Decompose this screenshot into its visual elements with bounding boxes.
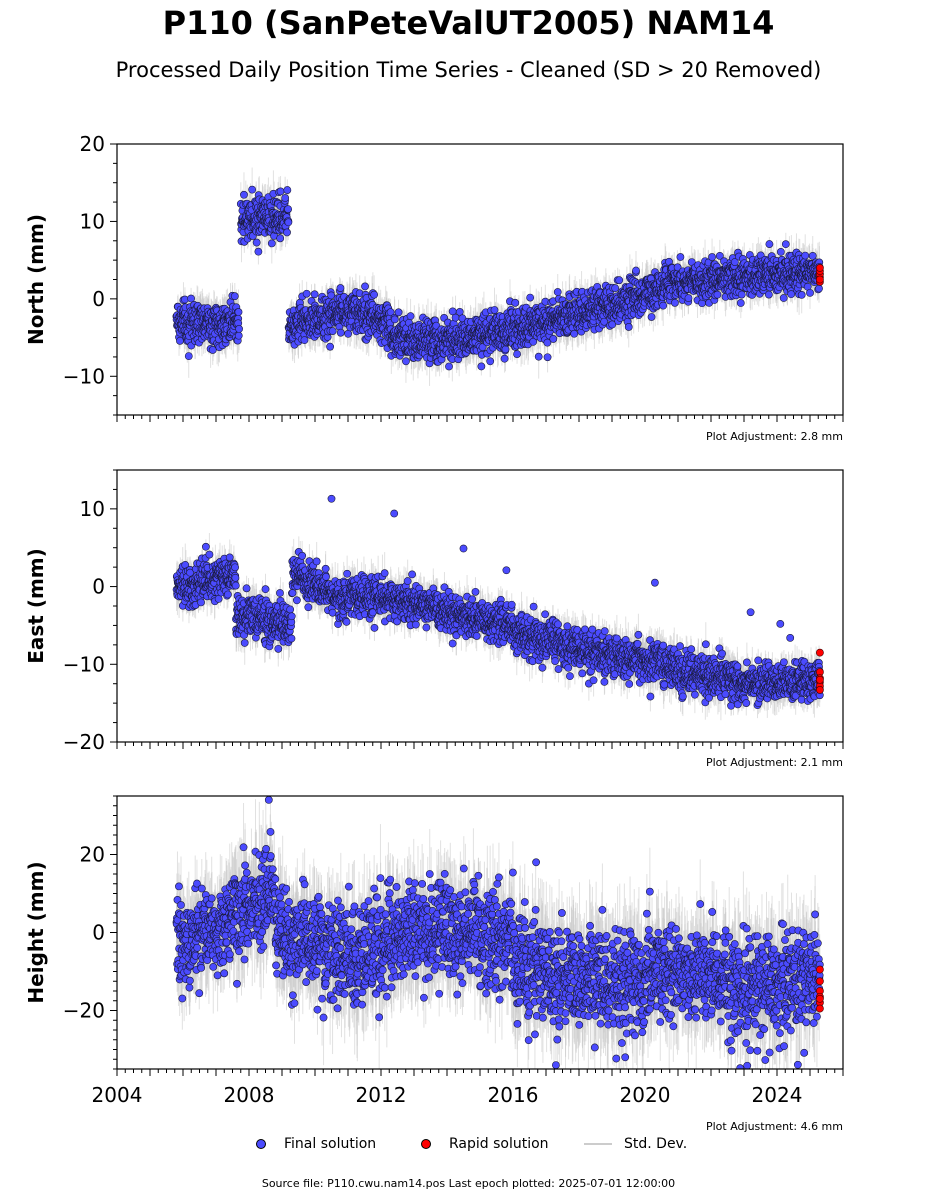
final-point <box>615 276 624 285</box>
final-point <box>336 328 345 337</box>
final-point <box>336 284 345 292</box>
final-point <box>300 336 309 345</box>
final-point <box>184 352 193 361</box>
final-point <box>549 335 558 343</box>
final-point <box>267 239 276 248</box>
final-point <box>402 357 410 366</box>
final-point <box>553 288 562 296</box>
final-point <box>284 218 293 227</box>
final-point <box>235 324 243 333</box>
final-point <box>328 327 337 335</box>
final-point <box>490 306 499 314</box>
chart-title: P110 (SanPeteValUT2005) NAM14 <box>162 4 775 42</box>
final-point <box>240 190 248 199</box>
final-point <box>283 228 291 237</box>
final-point <box>570 329 579 338</box>
final-point <box>248 185 257 194</box>
final-point <box>501 345 510 354</box>
final-point <box>445 362 453 371</box>
final-points <box>172 185 824 371</box>
final-point <box>281 194 290 202</box>
final-point <box>252 238 261 247</box>
final-point <box>386 308 395 317</box>
final-point <box>624 323 633 331</box>
final-point <box>477 362 486 371</box>
final-point <box>500 354 509 363</box>
final-point <box>234 308 243 316</box>
final-point <box>370 290 379 299</box>
final-point <box>513 350 521 358</box>
final-point <box>326 342 334 351</box>
final-point <box>276 234 285 243</box>
final-point <box>187 294 195 303</box>
final-point <box>361 282 369 291</box>
final-point <box>208 346 217 354</box>
final-point <box>254 247 263 256</box>
final-point <box>511 298 520 307</box>
final-point <box>284 205 292 214</box>
final-point <box>230 292 239 301</box>
plot-area <box>172 167 824 386</box>
final-point <box>234 331 243 340</box>
final-point <box>327 291 336 300</box>
final-point <box>534 352 543 361</box>
final-point <box>310 290 319 299</box>
final-point <box>406 312 415 321</box>
chart-subtitle: Processed Daily Position Time Series - C… <box>115 58 822 82</box>
final-point <box>486 357 495 366</box>
final-point <box>611 284 620 293</box>
final-point <box>390 315 399 324</box>
final-point <box>283 186 292 194</box>
final-point <box>302 289 311 298</box>
final-point <box>394 308 403 317</box>
final-point <box>543 353 552 362</box>
final-point <box>526 293 535 302</box>
final-point <box>276 187 285 196</box>
